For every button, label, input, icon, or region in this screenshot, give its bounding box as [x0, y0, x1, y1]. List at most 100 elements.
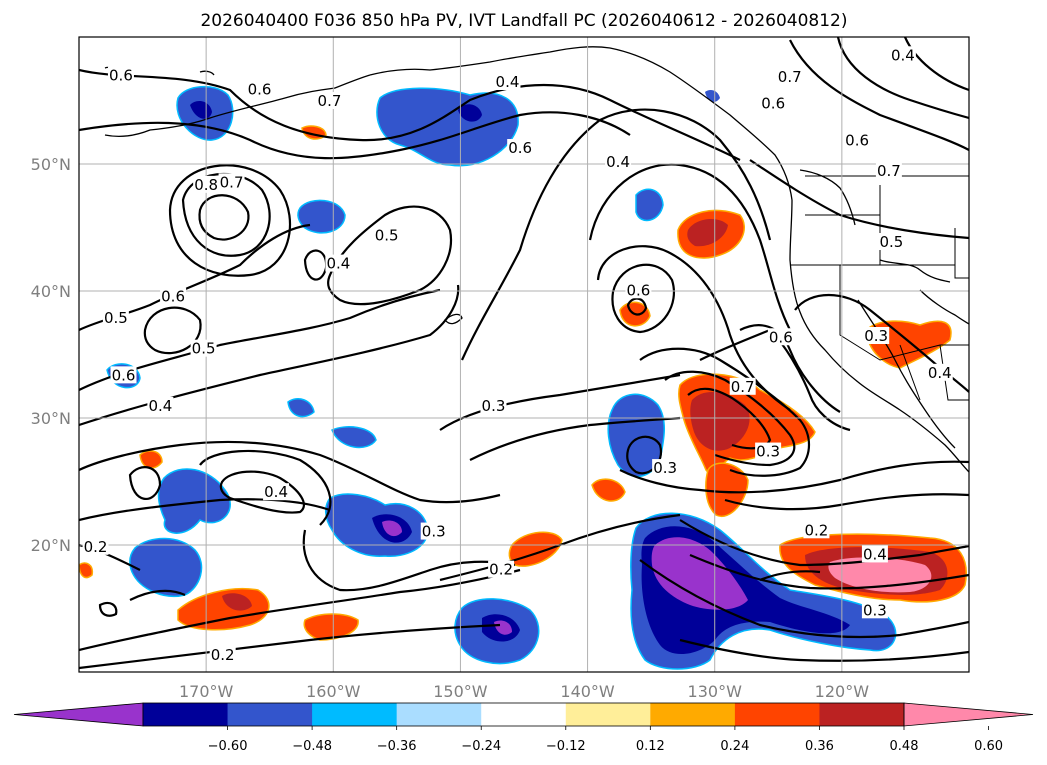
contour-line	[98, 601, 118, 617]
colorbar-tick-label: −0.36	[377, 739, 417, 754]
latitude-label: 20°N	[31, 536, 71, 555]
contour-label-bg	[803, 521, 830, 539]
contour-label-bg	[110, 366, 137, 384]
pv-region	[382, 520, 402, 537]
contour-label: 0.5	[192, 340, 216, 358]
colorbar-tick-label: 0.24	[720, 739, 749, 754]
contour-label: 0.4	[148, 397, 172, 415]
colorbar-swatch	[650, 703, 736, 726]
contour-label: 0.4	[326, 255, 350, 273]
contour-line	[619, 460, 969, 494]
colorbar-tick-label: 0.36	[805, 739, 834, 754]
contour-label: 0.8	[194, 176, 218, 194]
contour-line	[794, 293, 969, 393]
contour-line	[689, 553, 969, 590]
contour-label: 0.4	[928, 364, 952, 382]
contour-label-bg	[844, 131, 871, 149]
contour-label: 0.6	[161, 288, 185, 306]
border-line	[899, 344, 921, 401]
contour-label-bg	[218, 173, 245, 191]
pv-region	[458, 104, 482, 122]
contour-line	[327, 205, 453, 306]
colorbar-swatch	[565, 703, 651, 726]
contour-label-bg	[776, 67, 803, 85]
contour-line	[664, 370, 796, 467]
contour-label: 0.6	[248, 81, 272, 99]
colorbar-tick-label: −0.48	[292, 739, 332, 754]
contour-label: 0.2	[489, 561, 513, 579]
contour-label: 0.2	[211, 646, 235, 664]
contour-label: 0.5	[880, 233, 904, 251]
pv-region	[303, 613, 359, 641]
coastlines	[104, 46, 969, 473]
colorbar-swatch	[227, 703, 313, 726]
contour-line	[79, 440, 501, 504]
colorbar-tick-label: −0.60	[208, 739, 248, 754]
contour-line	[129, 589, 186, 601]
pv-region	[690, 391, 750, 451]
contour-line	[789, 39, 969, 151]
contour-line	[199, 449, 332, 526]
contour-line	[128, 466, 162, 501]
contour-line	[181, 172, 271, 257]
contour-label-bg	[82, 537, 109, 555]
contour-line	[198, 194, 250, 241]
contour-line	[679, 519, 969, 567]
contour-label: 0.4	[496, 73, 520, 91]
contour-label: 0.6	[626, 281, 650, 299]
contour-line	[469, 416, 681, 461]
contour-label-bg	[875, 161, 902, 179]
contour-label-bg	[625, 281, 652, 299]
coastline	[919, 289, 969, 325]
contour-line	[611, 263, 675, 334]
contour-line	[639, 347, 811, 477]
colorbar-swatch	[143, 703, 229, 726]
contour-label-bg	[494, 72, 521, 90]
contour-label: 0.3	[756, 443, 780, 461]
contour-label-bg	[107, 66, 134, 84]
contour-line	[79, 68, 741, 161]
contour-label-bg	[767, 328, 794, 346]
latitude-label: 30°N	[31, 409, 71, 428]
colorbar-tick-label: −0.12	[546, 739, 586, 754]
contour-label-bg	[316, 92, 343, 110]
contour-line	[626, 297, 648, 316]
colorbar: −0.60 −0.48 −0.36 −0.24 −0.12 0.12 0.24 0.36 0.4…	[13, 702, 1034, 754]
longitude-labels: 170°W 160°W 150°W 140°W 130°W 120°W	[179, 682, 869, 701]
contour-label-bg	[420, 522, 447, 540]
contour-label: 0.4	[264, 483, 288, 501]
contour-label-bg	[755, 442, 782, 460]
border-line	[954, 228, 969, 279]
pv-region	[635, 188, 664, 222]
contour-label-bg	[488, 560, 515, 578]
contour-label: 0.3	[863, 601, 887, 619]
contour-label-bg	[889, 46, 916, 64]
contour-line	[679, 638, 969, 662]
contour-label: 0.4	[863, 545, 887, 563]
contour-label: 0.4	[606, 153, 630, 171]
contour-line	[79, 498, 331, 522]
contour-label-bg	[147, 396, 174, 414]
contour-label-bg	[209, 645, 236, 663]
coastline	[104, 74, 371, 137]
longitude-label: 140°W	[560, 682, 615, 701]
state-borders	[790, 175, 969, 401]
coastline	[369, 46, 793, 261]
contour-label: 0.3	[422, 523, 446, 541]
contour-label-bg	[263, 483, 290, 501]
contour-label: 0.3	[653, 459, 677, 477]
contour-label-bg	[760, 94, 787, 112]
contour-label: 0.6	[112, 366, 136, 384]
longitude-label: 150°W	[433, 682, 488, 701]
contour-label-bg	[246, 80, 273, 98]
contour-label: 0.7	[778, 68, 802, 86]
pv-region	[222, 593, 252, 611]
contour-line	[739, 324, 841, 413]
border-line	[939, 344, 969, 401]
contour-label-bg	[480, 396, 507, 414]
contour-label-bg	[863, 326, 890, 344]
colorbar-frame	[142, 702, 905, 727]
contour-label-bg	[878, 233, 905, 251]
contour-labels: 0.60.60.70.8 0.70.40.50.60.50.50.60.40.40…	[82, 46, 953, 664]
colorbar-swatch	[734, 703, 820, 726]
